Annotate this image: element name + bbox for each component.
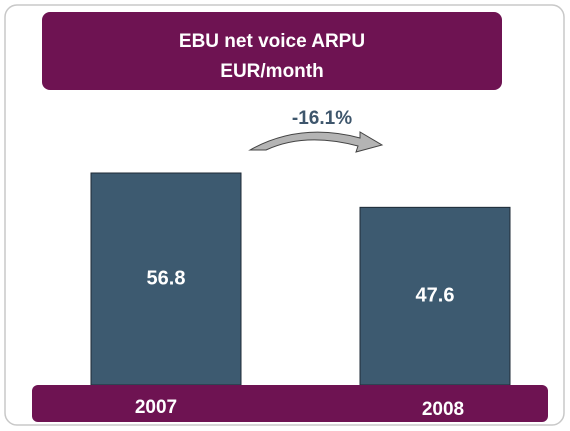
category-strip [32,385,548,422]
x-tick-label: 2007 [135,397,177,418]
bar [359,206,511,386]
chart-subtitle: EUR/month [220,61,323,82]
annotation: -16.1% [292,108,352,129]
bar [90,172,242,386]
change-arrow [248,131,384,153]
x-tick-label: 2008 [422,399,464,420]
chart-title: EBU net voice ARPU [179,31,365,52]
title-box [42,12,502,90]
data-label: 47.6 [416,284,455,306]
data-label: 56.8 [147,267,186,289]
